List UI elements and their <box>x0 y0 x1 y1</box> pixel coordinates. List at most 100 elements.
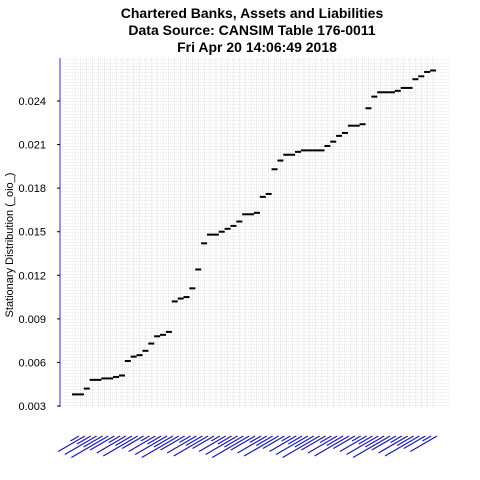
data-point <box>242 213 249 216</box>
x-category-label <box>160 435 185 451</box>
x-category-label <box>76 435 92 445</box>
data-point <box>201 242 208 245</box>
x-category-label <box>378 435 408 454</box>
data-point <box>248 213 255 216</box>
data-point <box>218 230 225 233</box>
data-point <box>430 69 436 72</box>
data-point <box>318 149 325 152</box>
data-point <box>394 89 401 92</box>
x-category-label <box>422 435 432 442</box>
x-category-label <box>396 435 414 447</box>
data-point <box>330 140 337 143</box>
x-category-label <box>83 435 103 448</box>
x-category-label <box>185 435 203 447</box>
data-point <box>271 168 278 171</box>
x-category-label <box>198 435 227 453</box>
x-category-label <box>390 435 403 444</box>
x-category-label <box>314 435 350 457</box>
x-category-label <box>108 435 121 444</box>
data-point <box>154 335 161 338</box>
data-point <box>165 330 172 333</box>
y-tick-label: 0.024 <box>18 96 46 108</box>
x-category-label <box>351 435 362 442</box>
x-category-label <box>211 435 250 459</box>
x-category-label <box>249 435 262 444</box>
x-category-label <box>128 435 156 453</box>
x-category-label <box>121 435 144 450</box>
x-category-label <box>96 435 127 454</box>
data-point <box>424 70 431 73</box>
data-point <box>359 123 366 126</box>
x-category-label <box>192 435 215 450</box>
x-category-label <box>364 435 385 448</box>
data-point <box>113 375 120 378</box>
data-point <box>295 150 302 153</box>
x-category-label <box>403 435 426 450</box>
data-point <box>160 333 167 336</box>
data-point <box>371 95 378 98</box>
data-point <box>83 387 90 390</box>
y-tick-label: 0.006 <box>18 357 46 369</box>
x-category-label <box>224 435 244 448</box>
data-point <box>89 378 96 381</box>
y-tick-label: 0.018 <box>18 183 46 195</box>
x-category-label <box>339 435 367 453</box>
data-point <box>101 377 108 380</box>
x-category-label <box>166 435 197 454</box>
data-point <box>224 227 231 230</box>
x-category-label <box>217 435 232 445</box>
x-category-label <box>134 435 168 456</box>
x-category-label <box>307 435 338 454</box>
data-point <box>171 300 178 303</box>
data-point <box>253 211 260 214</box>
y-tick-label: 0.012 <box>18 270 46 282</box>
x-category-label <box>256 435 273 447</box>
data-point <box>341 131 348 134</box>
data-point <box>400 86 407 89</box>
plot-grid <box>60 58 450 407</box>
data-point <box>336 134 343 137</box>
data-point <box>277 159 284 162</box>
data-point <box>148 342 155 345</box>
x-category-label <box>282 435 320 459</box>
y-tick-label: 0.015 <box>18 227 46 239</box>
x-category-label <box>333 435 356 450</box>
data-point <box>388 91 395 94</box>
data-point <box>107 377 114 380</box>
data-points <box>72 69 436 396</box>
data-point <box>347 124 354 127</box>
data-point <box>230 224 237 227</box>
x-category-label <box>294 435 315 448</box>
x-category-label <box>173 435 209 457</box>
data-point <box>259 195 266 198</box>
data-point <box>283 153 290 156</box>
data-point <box>418 75 425 78</box>
data-point <box>95 378 102 381</box>
x-category-label <box>301 435 326 451</box>
x-category-label <box>243 435 279 457</box>
data-point <box>265 192 272 195</box>
data-point <box>118 374 125 377</box>
data-point <box>195 268 202 271</box>
data-point <box>365 107 372 110</box>
x-category-label <box>210 435 221 442</box>
x-category-label <box>141 435 180 459</box>
data-point <box>206 233 213 236</box>
x-category-label <box>115 435 133 447</box>
x-category-label <box>326 435 344 447</box>
data-point <box>406 86 413 89</box>
x-category-label <box>275 435 309 456</box>
y-axis: 0.003 0.006 0.009 0.012 0.015 0.018 0.021 0.024 <box>18 58 61 413</box>
data-point <box>124 359 131 362</box>
x-category-label <box>410 435 438 453</box>
data-point <box>377 91 384 94</box>
data-point <box>353 124 360 127</box>
x-category-label <box>262 435 285 450</box>
x-category-label <box>352 435 391 459</box>
data-point <box>236 220 243 223</box>
chart-timestamp: Fri Apr 20 14:06:49 2018 <box>177 39 337 55</box>
x-category-label <box>384 435 420 457</box>
y-tick-label: 0.021 <box>18 140 46 152</box>
